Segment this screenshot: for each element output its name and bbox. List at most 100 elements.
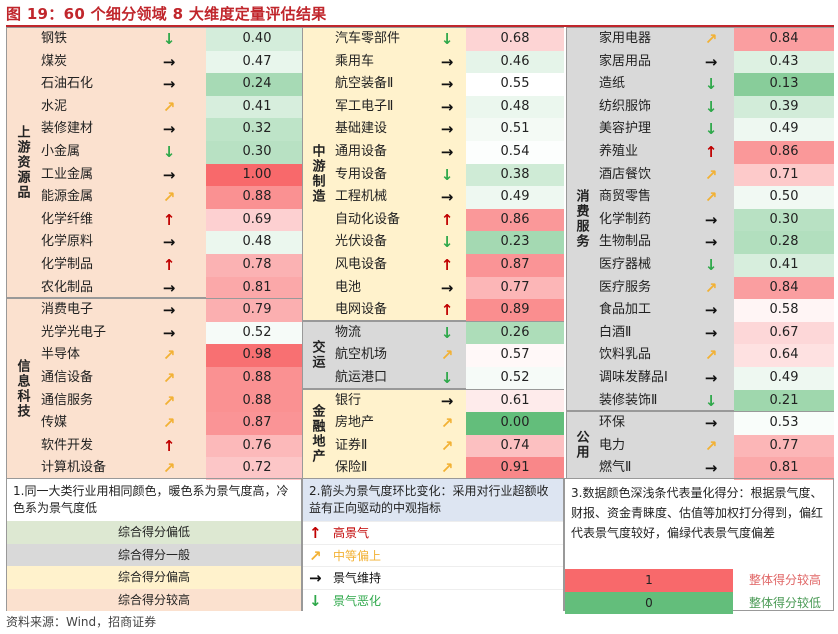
sector-name: 通信设备	[41, 369, 94, 385]
arrow-up-right-icon: ↗	[704, 278, 718, 297]
category-block: 中游制造 汽车零部件 ↓ 0.68 乘用车 → 0.46 航空装备Ⅱ → 0.55 军工电子Ⅱ → 0.…	[302, 27, 564, 322]
sector-name: 钢铁	[41, 31, 68, 46]
arrow-right-icon: →	[309, 569, 322, 587]
arrow-right-icon: →	[440, 52, 454, 71]
score-cell: 0.51	[466, 118, 564, 141]
legend-box-color: 1.同一大类行业用相同颜色，暖色系为景气度高，冷色系为景气度低 综合得分偏低 综合得…	[6, 478, 302, 611]
arrow-down-icon: ↓	[440, 165, 454, 184]
score-cell: 0.41	[206, 95, 308, 119]
sector-name: 化学纤维	[41, 211, 94, 227]
legend-box-arrows: 2.箭头为景气度环比变化：采用对行业超额收益有正向驱动的中观指标 ↑ 高景气 ↗ 中等偏…	[302, 478, 564, 611]
sector-name: 生物制品	[599, 234, 652, 250]
sector-name: 通用设备	[335, 144, 388, 159]
arrow-right-icon: →	[162, 301, 176, 320]
sector-name: 装修装饰Ⅱ	[599, 392, 658, 408]
arrow-right-icon: →	[704, 323, 718, 342]
title-rule	[6, 25, 834, 27]
arrow-right-icon: →	[704, 369, 718, 387]
score-cell: 0.86	[734, 141, 834, 164]
score-cell: 0.30	[734, 208, 834, 232]
note-color-meaning: 1.同一大类行业用相同颜色，暖色系为景气度高，冷色系为景气度低	[13, 484, 289, 515]
sector-name: 消费电子	[41, 302, 94, 318]
figure-title: 图 19：60 个细分领域 8 大维度定量评估结果	[6, 5, 327, 23]
arrow-down-icon: ↓	[440, 323, 454, 342]
sector-name: 航空机场	[335, 347, 388, 363]
sector-name: 水泥	[41, 98, 68, 114]
category-block: 消费服务 家用电器 ↗ 0.84 家居用品 → 0.43 造纸 ↓ 0.13 纺织服饰 ↓ 0.39 美容…	[566, 27, 834, 413]
score-cell: 0.26	[466, 321, 564, 345]
arrow-right-icon: →	[704, 210, 718, 229]
arrow-up-right-icon: ↗	[162, 346, 176, 365]
score-cell: 0.49	[466, 186, 564, 209]
category-label-text: 金融地产	[309, 403, 325, 464]
sector-name: 基础建设	[335, 121, 388, 137]
arrow-right-icon: →	[704, 459, 718, 478]
category-label-text: 中游制造	[309, 143, 325, 204]
arrow-right-icon: →	[440, 278, 454, 297]
score-cell: 0.84	[734, 28, 834, 51]
arrow-right-icon: →	[162, 278, 176, 297]
arrow-right-icon: →	[162, 233, 176, 252]
sector-name: 风电设备	[335, 257, 388, 272]
arrow-down-icon: ↓	[162, 30, 176, 48]
score-cell: 0.58	[734, 299, 834, 322]
sector-name: 电力	[599, 437, 626, 453]
score-cell: 0.88	[206, 186, 308, 209]
score-cell: 0.46	[466, 50, 564, 74]
scale-label: 整体得分较低	[748, 595, 821, 610]
score-cell: 0.71	[734, 163, 834, 187]
arrow-right-icon: →	[440, 391, 454, 410]
sector-name: 美容护理	[599, 121, 652, 137]
score-cell: 0.72	[206, 457, 308, 480]
score-cell: 0.55	[466, 73, 564, 96]
category-label: 信息科技	[7, 299, 37, 478]
arrow-right-icon: →	[440, 97, 454, 116]
score-cell: 0.88	[206, 366, 308, 390]
score-cell: 0.28	[734, 231, 834, 254]
arrow-right-icon: →	[440, 75, 454, 94]
sector-name: 调味发酵品Ⅰ	[599, 370, 668, 385]
arrow-down-icon: ↓	[704, 97, 718, 116]
score-cell: 0.49	[734, 118, 834, 141]
sector-name: 环保	[599, 415, 626, 431]
sector-name: 医疗器械	[599, 257, 652, 272]
arrow-legend-text: 景气恶化	[333, 593, 382, 608]
sector-name: 石油石化	[41, 76, 94, 92]
category-label-text: 消费服务	[573, 189, 589, 250]
score-cell: 0.98	[206, 344, 308, 367]
score-cell: 0.74	[466, 434, 564, 458]
score-cell: 0.57	[466, 344, 564, 367]
category-label: 金融地产	[303, 390, 331, 478]
sector-name: 光学光电子	[41, 324, 107, 340]
arrow-right-icon: →	[162, 52, 176, 71]
scale-label: 整体得分较高	[748, 573, 821, 587]
score-cell: 0.78	[206, 254, 308, 277]
arrow-down-icon: ↓	[309, 591, 322, 610]
category-label: 交运	[303, 322, 331, 388]
score-cell: 0.88	[206, 389, 308, 413]
score-cell: 0.89	[466, 299, 564, 322]
sector-name: 航运港口	[335, 369, 388, 385]
sector-name: 自动化设备	[335, 211, 401, 227]
sector-name: 物流	[335, 324, 362, 340]
score-cell: 0.87	[206, 412, 308, 435]
score-cell: 0.21	[734, 389, 834, 413]
arrow-up-right-icon: ↗	[162, 391, 176, 410]
category-label-text: 信息科技	[14, 358, 30, 419]
sector-name: 家居用品	[599, 53, 652, 69]
score-cell: 0.47	[206, 50, 308, 74]
category-label-text: 公用	[573, 430, 589, 461]
arrow-down-icon: ↓	[162, 143, 176, 161]
score-cell: 0.30	[206, 141, 308, 164]
score-cell: 0.68	[466, 28, 564, 51]
sector-name: 汽车零部件	[335, 31, 401, 46]
category-label: 公用	[567, 412, 595, 478]
score-cell: 0.24	[206, 73, 308, 96]
scale-swatch: 0	[565, 591, 733, 614]
sector-name: 电网设备	[335, 302, 388, 318]
score-cell: 0.52	[466, 366, 564, 390]
score-cell: 0.81	[734, 457, 834, 480]
arrow-right-icon: →	[440, 120, 454, 139]
arrow-right-icon: →	[162, 75, 176, 94]
sector-name: 房地产	[335, 415, 375, 431]
